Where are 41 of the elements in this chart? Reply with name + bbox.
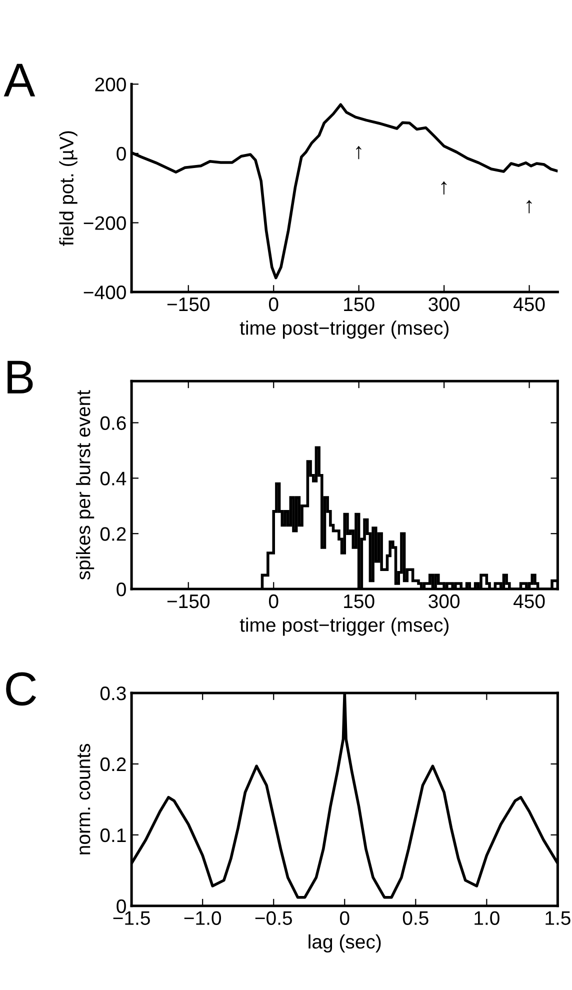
y-axis-title: field pot. (µV) — [59, 131, 78, 246]
x-tick-label: 0 — [268, 297, 278, 312]
x-tick-label: 450 — [514, 594, 545, 608]
x-tick-label: 150 — [344, 297, 374, 312]
x-axis-title: time post−trigger (msec) — [240, 320, 449, 339]
x-tick-label: 1.0 — [474, 911, 500, 925]
y-tick-label: −200 — [84, 216, 126, 230]
x-tick-label: 0.5 — [402, 911, 428, 925]
y-tick-label: 0 — [116, 582, 126, 596]
y-axis-title: spikes per burst event — [76, 390, 94, 580]
y-tick-label: 0.2 — [100, 757, 126, 772]
y-axis-title: norm. counts — [78, 744, 90, 854]
x-tick-label: −1.0 — [184, 911, 222, 925]
y-tick-label: −400 — [84, 286, 126, 300]
x-axis-title: time post−trigger (msec) — [240, 618, 449, 636]
y-tick-label: 0.2 — [100, 527, 126, 541]
x-tick-label: −1.5 — [113, 911, 150, 925]
y-tick-label: 0.3 — [100, 686, 126, 700]
y-tick-label: 0 — [116, 899, 126, 914]
x-tick-label: 450 — [514, 297, 545, 312]
y-tick-label: 200 — [95, 78, 126, 92]
x-tick-label: 1.5 — [546, 911, 570, 925]
x-tick-label: 300 — [428, 594, 460, 608]
x-tick-label: −0.5 — [255, 911, 292, 925]
annotation: ↑ — [356, 146, 362, 160]
x-tick-label: 150 — [344, 594, 374, 608]
x-tick-label: −150 — [167, 297, 210, 312]
y-tick-label: 0.6 — [100, 416, 126, 430]
x-tick-label: 300 — [428, 297, 460, 312]
y-tick-label: 0.1 — [100, 828, 126, 842]
x-tick-label: 0 — [340, 911, 350, 925]
annotation: ↑ — [441, 181, 447, 195]
x-axis-title: lag (sec) — [308, 934, 381, 953]
annotation: ↑ — [526, 200, 532, 214]
y-tick-label: 0.4 — [100, 472, 126, 486]
x-tick-label: −150 — [167, 594, 210, 608]
chart-title: C — [6, 672, 36, 706]
chart-title: A — [4, 64, 36, 96]
y-tick-label: 0 — [116, 146, 126, 161]
x-tick-label: 0 — [268, 594, 278, 608]
chart-title: B — [8, 360, 33, 394]
